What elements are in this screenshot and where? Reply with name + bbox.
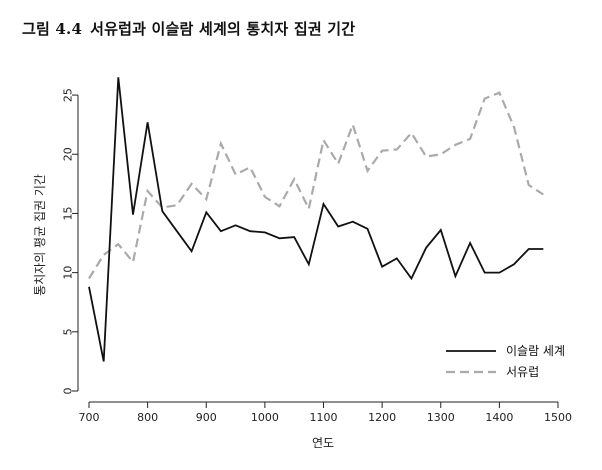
legend-label-1: 서유럽: [506, 365, 539, 379]
x-axis-label: 연도: [312, 436, 334, 450]
x-tick-label: 1500: [544, 411, 572, 424]
x-tick-label: 1200: [368, 411, 396, 424]
x-tick-label: 1000: [251, 411, 279, 424]
legend-label-0: 이슬람 세계: [506, 344, 565, 358]
figure-number: 그림 4.4: [22, 20, 83, 38]
y-tick-label: 15: [62, 206, 75, 220]
series-line-1: [88, 91, 544, 280]
chart-title: 그림 4.4 서유럽과 이슬람 세계의 통치자 집권 기간: [22, 18, 355, 39]
x-tick-label: 1100: [310, 411, 338, 424]
x-tick-label: 700: [79, 411, 100, 424]
figure-title: 서유럽과 이슬람 세계의 통치자 집권 기간: [90, 20, 356, 38]
x-tick-label: 800: [137, 411, 158, 424]
x-tick-label: 1300: [427, 411, 455, 424]
x-tick-label: 900: [196, 411, 217, 424]
chart-axes: 0 5 10 15 20 25 700 800 900 1000 1100 1200 1300 1400 1…: [33, 88, 572, 450]
y-tick-label: 20: [62, 147, 75, 161]
y-tick-label: 5: [62, 328, 75, 335]
chart-series: [88, 77, 544, 362]
y-axis-label: 통치자의 평균 집권 기간: [33, 174, 47, 296]
x-tick-label: 1400: [485, 411, 513, 424]
y-tick-label: 25: [62, 88, 75, 102]
series-line-0: [88, 77, 544, 362]
y-tick-label: 10: [62, 266, 75, 280]
y-tick-label: 0: [62, 388, 75, 395]
